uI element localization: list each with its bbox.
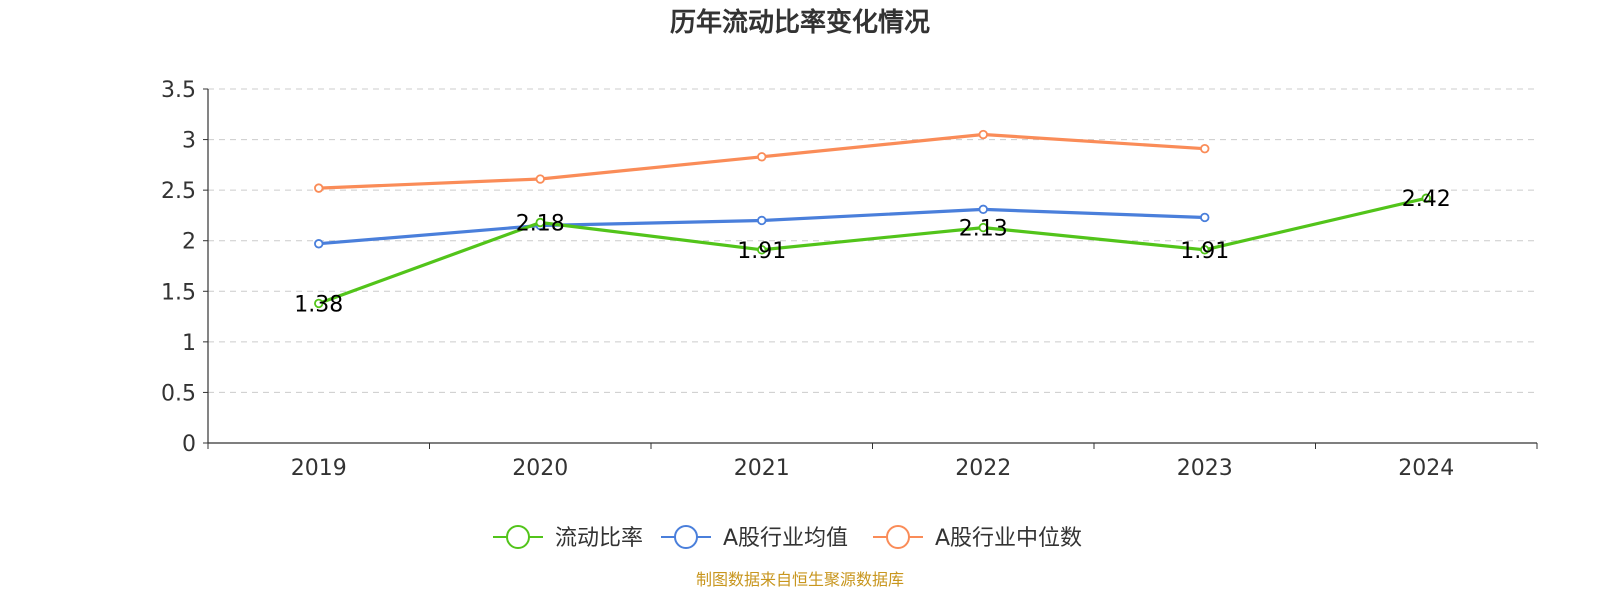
data-point <box>757 152 767 162</box>
y-tick-label: 1 <box>182 331 196 356</box>
legend-swatch-marker <box>674 525 698 549</box>
source-note: 制图数据来自恒生聚源数据库 <box>696 570 904 589</box>
legend-swatch-marker <box>506 525 530 549</box>
x-tick-label: 2022 <box>955 456 1011 481</box>
y-tick-label: 3 <box>182 129 196 154</box>
axes: 0 0.5 1 1.5 2 2.5 3 3.5 2019 2020 2021 2022 2023 2024 <box>161 78 1538 481</box>
data-point <box>1200 143 1210 154</box>
data-point <box>535 217 545 228</box>
data-point <box>314 298 324 309</box>
legend-swatch-marker <box>886 525 910 549</box>
data-label: 2.13 <box>959 217 1008 242</box>
data-point <box>1200 245 1210 255</box>
data-label: 2.42 <box>1402 187 1451 212</box>
legend: 流动比率 A股行业均值 A股行业中位数 <box>493 525 1082 551</box>
y-tick-label: 0.5 <box>161 381 196 406</box>
data-point <box>314 239 324 249</box>
data-point <box>535 174 545 184</box>
data-point <box>757 245 767 255</box>
legend-item: 流动比率 <box>493 525 643 551</box>
data-point <box>757 215 767 226</box>
y-tick-label: 2.5 <box>161 179 196 204</box>
data-point <box>978 129 988 140</box>
data-point <box>1421 193 1431 203</box>
data-label: 2.18 <box>516 212 565 237</box>
data-label: 1.91 <box>1180 239 1229 264</box>
y-tick-label: 1.5 <box>161 280 196 305</box>
x-tick-label: 2019 <box>291 456 347 481</box>
legend-item: A股行业均值 <box>661 525 848 551</box>
legend-item: A股行业中位数 <box>873 525 1082 551</box>
legend-label: A股行业均值 <box>723 526 848 551</box>
y-tick-label: 2 <box>182 230 196 255</box>
legend-label: 流动比率 <box>555 526 643 551</box>
series-layer <box>314 129 1431 309</box>
legend-label: A股行业中位数 <box>935 526 1082 551</box>
x-tick-label: 2023 <box>1177 456 1233 481</box>
series-line <box>318 196 1427 305</box>
chart-title: 历年流动比率变化情况 <box>670 7 930 38</box>
data-label: 1.38 <box>294 292 343 317</box>
grid-lines <box>208 88 1537 393</box>
x-tick-label: 2020 <box>512 456 568 481</box>
x-tick-label: 2024 <box>1398 456 1454 481</box>
data-point <box>978 222 988 233</box>
data-label: 1.91 <box>737 239 786 264</box>
data-point <box>1200 212 1210 223</box>
x-tick-label: 2021 <box>734 456 790 481</box>
data-point <box>978 204 988 215</box>
data-point <box>314 183 324 193</box>
y-tick-label: 0 <box>182 432 196 457</box>
y-tick-label: 3.5 <box>161 78 196 103</box>
data-labels: 1.38 2.18 1.91 2.13 1.91 2.42 <box>294 187 1450 317</box>
